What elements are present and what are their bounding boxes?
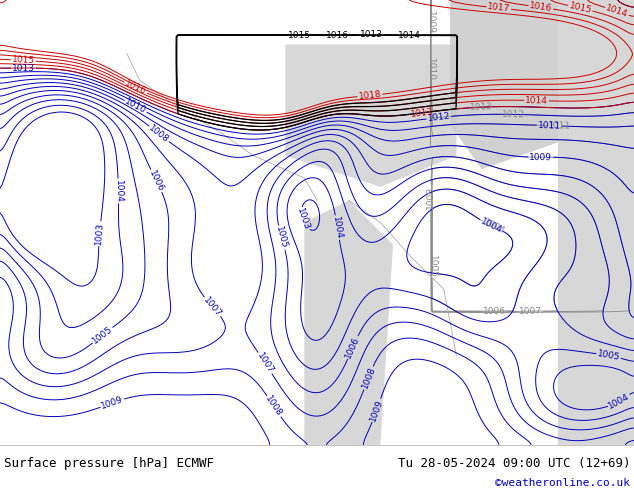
Text: 1006: 1006 [482, 307, 505, 316]
Text: 1006: 1006 [147, 169, 165, 193]
Text: 1008: 1008 [147, 123, 171, 145]
Text: 1009: 1009 [529, 152, 552, 162]
Text: 1016: 1016 [124, 79, 148, 97]
Text: 1007: 1007 [202, 295, 223, 319]
Text: 1009: 1009 [368, 398, 385, 423]
Text: 1018: 1018 [358, 90, 382, 101]
Text: 1014: 1014 [525, 96, 548, 105]
Text: Tu 28-05-2024 09:00 UTC (12+69): Tu 28-05-2024 09:00 UTC (12+69) [398, 457, 630, 470]
Text: 1004: 1004 [331, 216, 344, 240]
Text: 1008: 1008 [264, 394, 284, 418]
Text: 1007: 1007 [255, 351, 275, 375]
Text: 1011: 1011 [538, 121, 561, 130]
Polygon shape [450, 0, 634, 445]
Text: 1015: 1015 [11, 55, 35, 66]
Text: 1016: 1016 [529, 1, 553, 13]
Text: 1010: 1010 [426, 57, 435, 80]
Text: 1009: 1009 [100, 395, 125, 411]
Text: Surface pressure [hPa] ECMWF: Surface pressure [hPa] ECMWF [4, 457, 214, 470]
Polygon shape [450, 0, 558, 169]
Text: 1003: 1003 [295, 207, 311, 232]
Text: 1005: 1005 [91, 324, 115, 346]
Text: 1009: 1009 [426, 11, 435, 34]
Polygon shape [304, 200, 393, 445]
Text: 1003: 1003 [94, 222, 105, 245]
Text: 1013: 1013 [359, 30, 382, 40]
Text: 1004: 1004 [113, 179, 123, 202]
Text: 1005: 1005 [275, 225, 289, 250]
Text: 1014: 1014 [398, 31, 421, 40]
Text: 1015: 1015 [287, 30, 311, 40]
Text: 1014: 1014 [605, 3, 630, 19]
Text: 1013: 1013 [12, 64, 35, 73]
Text: 1010: 1010 [124, 97, 148, 116]
Polygon shape [285, 45, 456, 187]
Text: 1004: 1004 [479, 217, 503, 235]
Text: 1008: 1008 [360, 366, 377, 390]
Text: ©weatheronline.co.uk: ©weatheronline.co.uk [495, 478, 630, 488]
Text: 1016: 1016 [326, 31, 349, 40]
Text: 1007: 1007 [519, 307, 541, 317]
Text: 1006: 1006 [344, 335, 361, 360]
Text: 1012: 1012 [427, 112, 451, 123]
Text: 1011: 1011 [548, 121, 571, 131]
Text: 1012: 1012 [501, 110, 525, 119]
Text: 1015: 1015 [568, 1, 593, 15]
Text: 1008: 1008 [426, 186, 436, 209]
Text: 1013: 1013 [470, 102, 493, 112]
Text: 1005: 1005 [597, 349, 621, 362]
Text: 1013: 1013 [410, 107, 434, 119]
Text: 1004: 1004 [482, 218, 507, 236]
Text: 1005: 1005 [427, 255, 437, 278]
Text: 1004: 1004 [607, 392, 631, 411]
Text: 1017: 1017 [487, 2, 510, 14]
